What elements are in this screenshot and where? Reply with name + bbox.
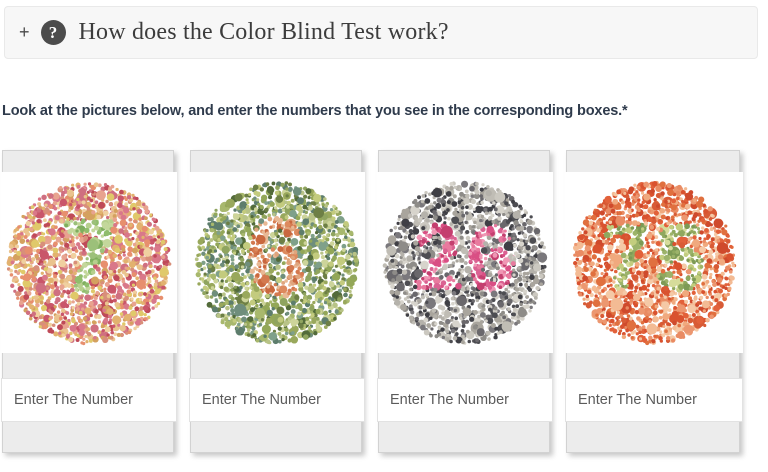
plate-image-frame <box>377 172 553 353</box>
ishihara-plate-6 <box>194 180 360 346</box>
number-input-placeholder[interactable]: Enter The Number <box>578 392 698 408</box>
faq-question-title: How does the Color Blind Test work? <box>78 19 449 45</box>
number-input-wrapper[interactable]: Enter The Number <box>189 378 365 422</box>
ishihara-plate-75 <box>571 180 737 346</box>
ishihara-plate-26 <box>382 180 548 346</box>
plate-image-frame <box>1 172 177 353</box>
faq-accordion-header[interactable]: + ? How does the Color Blind Test work? <box>4 6 758 59</box>
number-input-placeholder[interactable]: Enter The Number <box>14 392 134 408</box>
test-card: Enter The Number <box>565 150 743 453</box>
number-input-wrapper[interactable]: Enter The Number <box>377 378 553 422</box>
instruction-text: Look at the pictures below, and enter th… <box>2 103 628 119</box>
expand-plus-icon[interactable]: + <box>19 21 30 42</box>
question-mark-glyph: ? <box>48 22 58 42</box>
plate-image-frame <box>565 172 743 353</box>
ishihara-plate-7 <box>6 180 172 346</box>
test-card-row: Enter The Number Enter The Number Enter … <box>0 150 768 460</box>
question-mark-icon: ? <box>40 20 66 45</box>
number-input-wrapper[interactable]: Enter The Number <box>1 378 177 422</box>
test-card: Enter The Number <box>189 150 365 453</box>
plate-image-frame <box>189 172 365 353</box>
number-input-wrapper[interactable]: Enter The Number <box>565 378 743 422</box>
number-input-placeholder[interactable]: Enter The Number <box>202 392 322 408</box>
test-card: Enter The Number <box>1 150 177 453</box>
test-card: Enter The Number <box>377 150 553 453</box>
number-input-placeholder[interactable]: Enter The Number <box>390 392 510 408</box>
